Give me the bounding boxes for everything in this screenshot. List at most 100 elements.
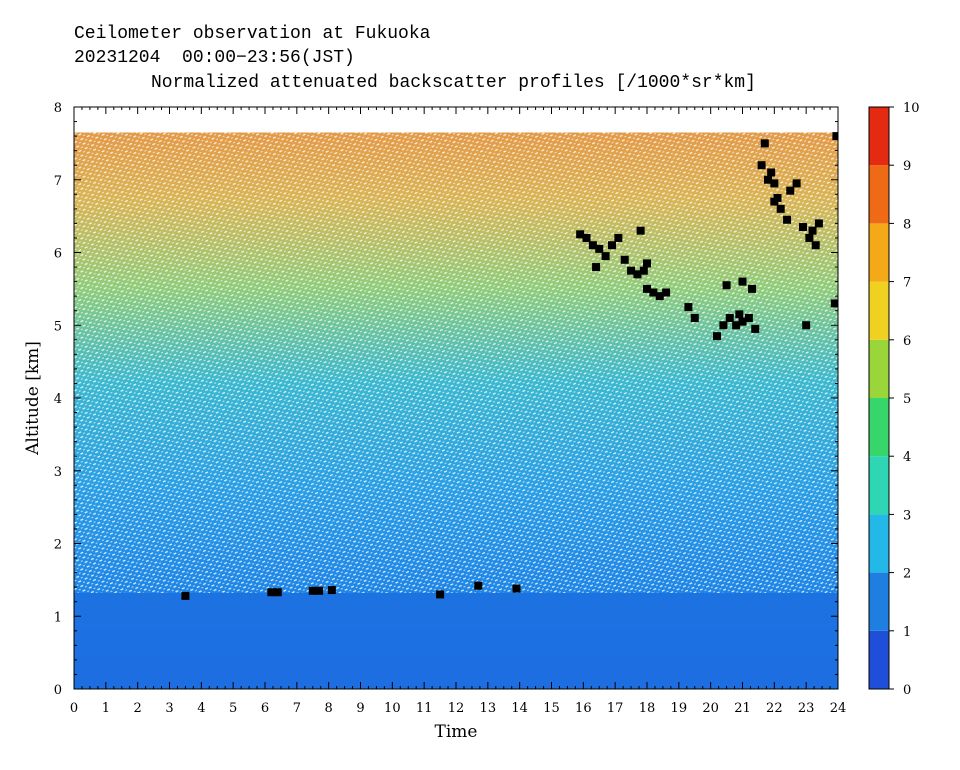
cloud-base-marker — [713, 332, 722, 341]
x-tick-label: 14 — [511, 701, 528, 716]
boundary-layer-band — [74, 592, 838, 689]
colorbar-segment — [869, 456, 889, 515]
y-tick-label: 8 — [54, 101, 62, 116]
cloud-base-marker — [830, 299, 838, 308]
cloud-base-marker — [760, 139, 769, 148]
x-tick-label: 16 — [575, 701, 592, 716]
colorbar-tick-label: 5 — [903, 392, 911, 407]
x-tick-label: 2 — [134, 701, 142, 716]
cloud-base-marker — [757, 161, 766, 170]
cloud-base-marker — [792, 179, 801, 188]
colorbar-tick-label: 9 — [903, 159, 911, 174]
y-tick-label: 2 — [54, 538, 62, 553]
cloud-base-marker — [776, 204, 785, 213]
cloud-base-marker — [811, 241, 820, 250]
cloud-base-marker — [620, 255, 629, 264]
colorbar-segment — [869, 630, 889, 689]
cloud-base-marker — [805, 233, 814, 242]
x-tick-label: 18 — [639, 701, 656, 716]
x-tick-label: 20 — [702, 701, 719, 716]
x-tick-label: 24 — [830, 701, 847, 716]
cloud-base-marker — [722, 281, 731, 290]
colorbar-tick-label: 1 — [903, 625, 911, 640]
cloud-base-marker — [690, 313, 699, 322]
cloud-base-marker — [576, 230, 585, 239]
x-tick-label: 22 — [766, 701, 783, 716]
chart-subtitle: Normalized attenuated backscatter profil… — [151, 73, 756, 93]
cloud-base-marker — [649, 288, 658, 297]
cloud-base-marker — [748, 284, 757, 293]
y-tick-label: 0 — [54, 683, 62, 698]
y-tick-label: 7 — [54, 174, 62, 189]
cloud-base-marker — [738, 317, 747, 326]
x-tick-label: 8 — [325, 701, 333, 716]
x-tick-label: 5 — [229, 701, 237, 716]
cloud-base-marker — [808, 226, 817, 235]
cloud-base-marker — [582, 233, 591, 242]
x-tick-label: 4 — [197, 701, 205, 716]
cloud-base-marker — [735, 310, 744, 319]
cloud-base-marker — [614, 233, 623, 242]
x-tick-label: 7 — [293, 701, 301, 716]
y-tick-label: 3 — [54, 465, 62, 480]
cloud-base-marker — [786, 186, 795, 195]
colorbar-segment — [869, 398, 889, 457]
colorbar-tick-label: 7 — [903, 276, 911, 291]
colorbar-tick-label: 3 — [903, 508, 911, 523]
colorbar-tick-label: 4 — [903, 450, 911, 465]
cloud-base-marker — [798, 223, 807, 232]
y-tick-label: 1 — [54, 610, 62, 625]
colorbar-segment — [869, 165, 889, 224]
cloud-base-marker — [636, 226, 645, 235]
cloud-base-marker — [181, 591, 190, 600]
cloud-base-marker — [633, 270, 642, 279]
cloud-base-marker — [595, 244, 604, 253]
colorbar-tick-label: 0 — [903, 683, 911, 698]
colorbar-tick-label: 10 — [903, 101, 920, 116]
cloud-base-marker — [327, 586, 336, 595]
x-tick-label: 1 — [102, 701, 110, 716]
x-tick-label: 6 — [261, 701, 269, 716]
colorbar-segment — [869, 281, 889, 340]
cloud-base-marker — [738, 277, 747, 286]
chart-title-line1: Ceilometer observation at Fukuoka — [74, 24, 431, 44]
cloud-base-marker — [684, 303, 693, 312]
cloud-base-marker — [719, 321, 728, 330]
x-tick-label: 12 — [448, 701, 465, 716]
x-tick-label: 9 — [356, 701, 364, 716]
cloud-base-marker — [662, 288, 671, 297]
cloud-base-marker — [308, 586, 317, 595]
cloud-base-marker — [802, 321, 811, 330]
cloud-base-marker — [770, 197, 779, 206]
y-axis-title: Altitude [km] — [23, 341, 43, 456]
cloud-base-marker — [770, 179, 779, 188]
chart-title-line2: 20231204 00:00−23:56(JST) — [74, 48, 355, 68]
x-tick-label: 3 — [165, 701, 173, 716]
cloud-base-marker — [783, 215, 792, 224]
cloud-base-marker — [436, 590, 445, 599]
cloud-base-marker — [512, 584, 521, 593]
cloud-base-marker — [767, 168, 776, 177]
x-tick-label: 10 — [384, 701, 401, 716]
y-tick-label: 4 — [54, 392, 62, 407]
cloud-base-marker — [588, 241, 597, 250]
cloud-base-marker — [655, 292, 664, 301]
colorbar-tick-label: 6 — [903, 334, 911, 349]
cloud-base-marker — [607, 241, 616, 250]
x-tick-label: 19 — [671, 701, 688, 716]
noise-speckle — [74, 132, 838, 593]
cloud-base-marker — [267, 588, 276, 597]
x-tick-label: 17 — [607, 701, 624, 716]
x-tick-label: 23 — [798, 701, 815, 716]
cloud-base-marker — [639, 266, 648, 275]
cloud-base-marker — [273, 588, 282, 597]
colorbar-segment — [869, 223, 889, 282]
colorbar-segment — [869, 107, 889, 166]
colorbar-segment — [869, 339, 889, 398]
x-axis-title: Time — [435, 722, 478, 742]
cloud-base-marker — [601, 252, 610, 261]
cloud-base-marker — [643, 259, 651, 268]
colorbar-tick-label: 2 — [903, 567, 911, 582]
cloud-base-marker — [627, 266, 636, 275]
